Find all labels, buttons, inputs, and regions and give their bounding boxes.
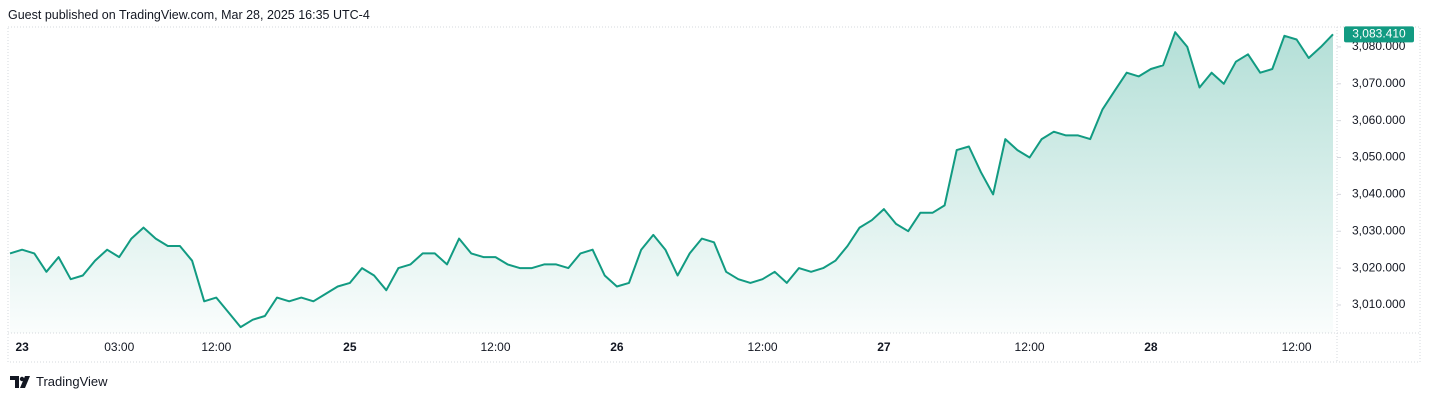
x-tick-label: 12:00 (1015, 340, 1045, 354)
x-tick-label: 23 (15, 340, 29, 354)
x-tick-label: 12:00 (201, 340, 231, 354)
y-tick-label: 3,080.000 (1352, 39, 1406, 53)
brand-name: TradingView (36, 374, 108, 389)
area-fill (10, 32, 1333, 333)
y-tick-label: 3,060.000 (1352, 113, 1406, 127)
x-tick-label: 12:00 (1282, 340, 1312, 354)
x-tick-label: 25 (343, 340, 357, 354)
brand: TradingView (10, 374, 108, 389)
last-price-badge (1344, 26, 1414, 43)
x-tick-label: 26 (610, 340, 624, 354)
y-tick-label: 3,010.000 (1352, 297, 1406, 311)
y-tick-label: 3,070.000 (1352, 76, 1406, 90)
y-tick-label: 3,030.000 (1352, 223, 1406, 237)
x-tick-label: 28 (1144, 340, 1158, 354)
y-tick-label: 3,040.000 (1352, 187, 1406, 201)
y-tick-label: 3,050.000 (1352, 150, 1406, 164)
price-line (9, 31, 1334, 329)
x-tick-label: 12:00 (480, 340, 510, 354)
chart-frame (7, 26, 1421, 363)
x-tick-label: 12:00 (748, 340, 778, 354)
x-tick-label: 27 (877, 340, 891, 354)
plot: 3,010.000 3,020.000 3,030.000 3,040.000 3,05… (9, 26, 1414, 354)
last-price-label: 3,083.410 (1352, 27, 1406, 41)
x-tick-label: 03:00 (104, 340, 134, 354)
publish-info: Guest published on TradingView.com, Mar … (8, 8, 370, 22)
brand-logo (10, 375, 30, 388)
y-tick-label: 3,020.000 (1352, 260, 1406, 274)
